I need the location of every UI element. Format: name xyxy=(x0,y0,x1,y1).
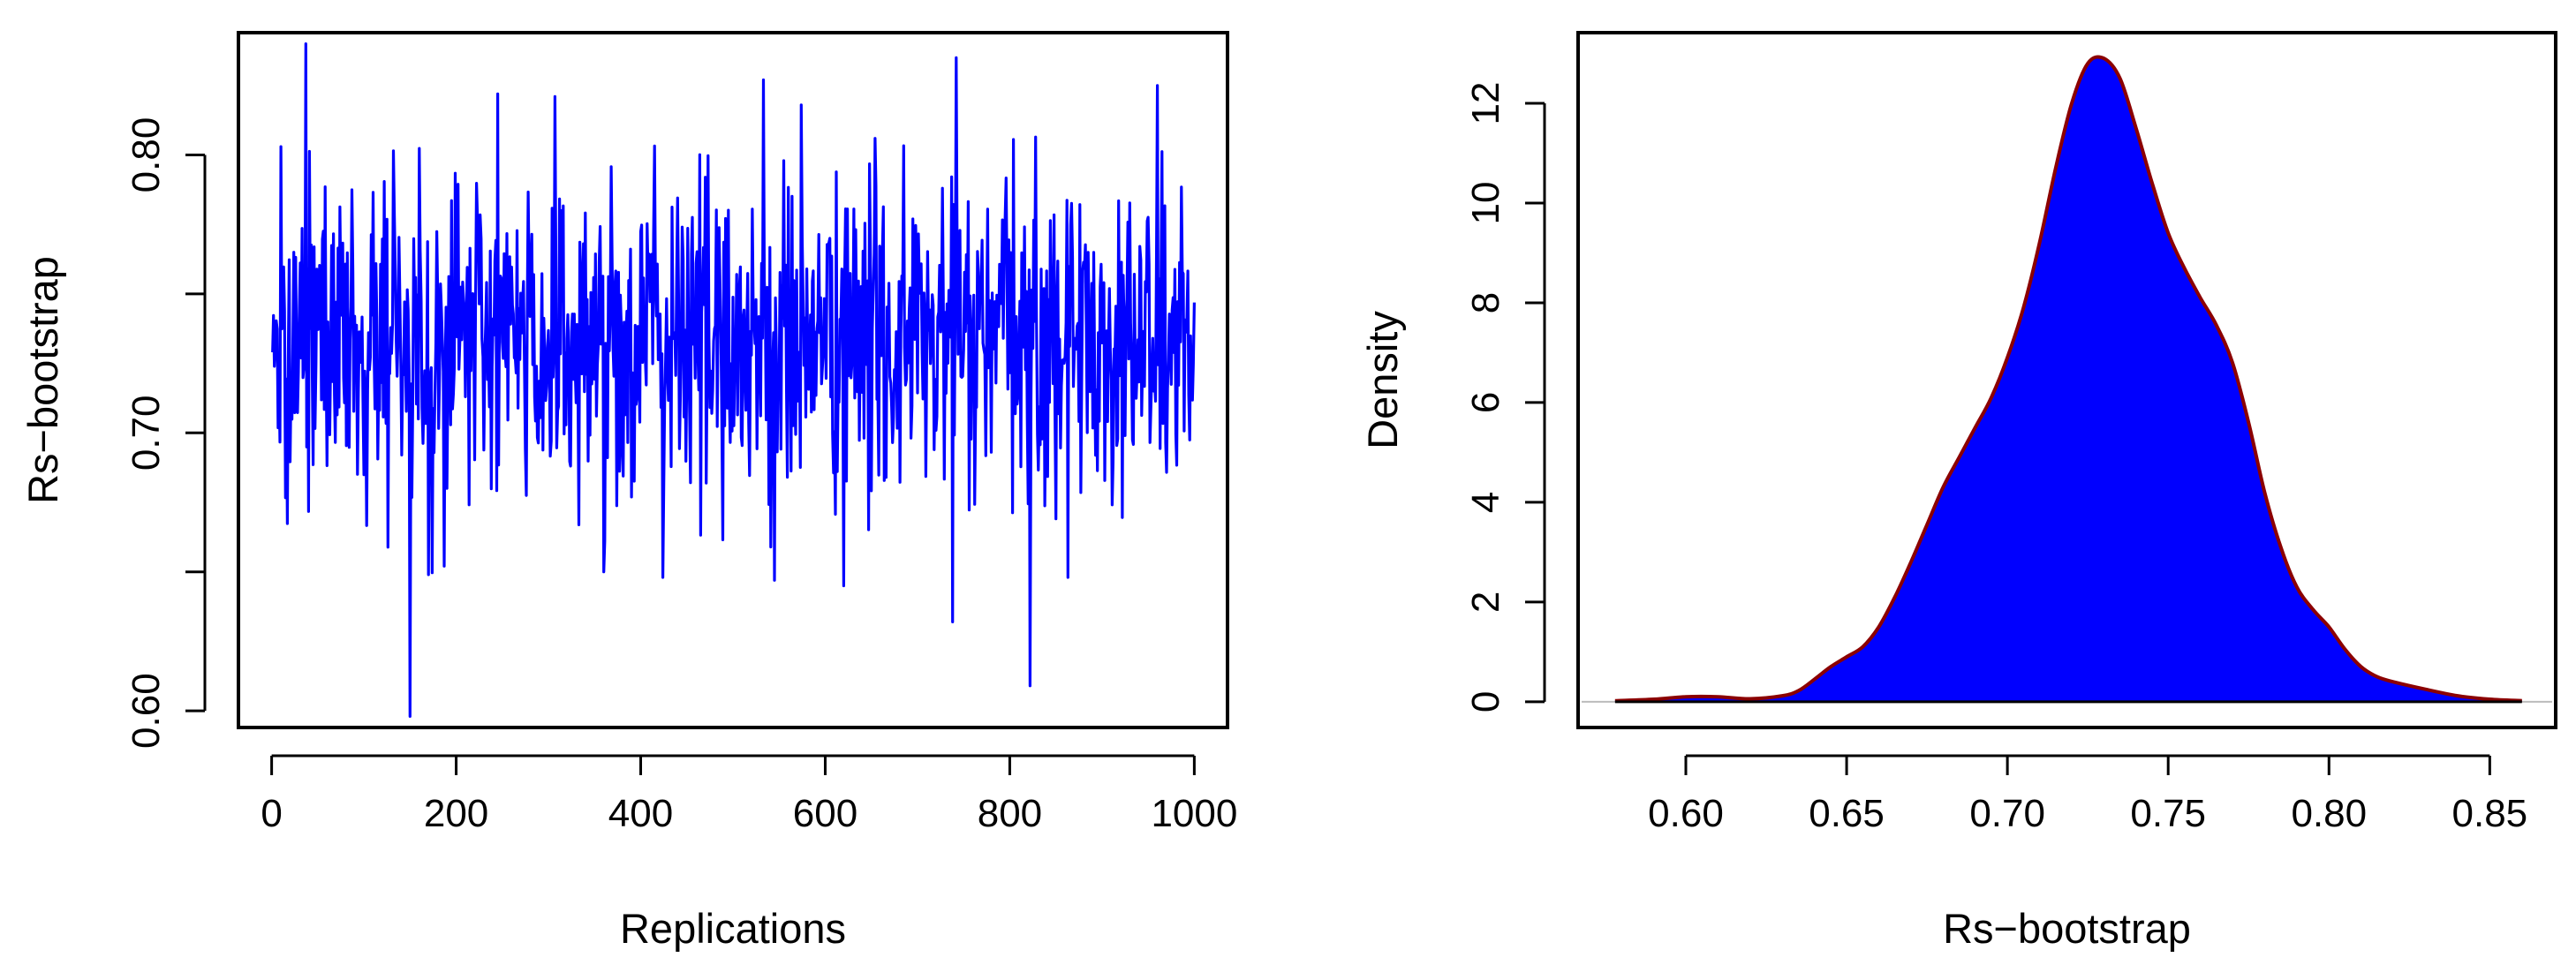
density-plot-x-tick-label: 0.60 xyxy=(1648,792,1724,835)
trace-plot-x-tick-label: 200 xyxy=(424,792,488,835)
trace-plot-x-tick-label: 600 xyxy=(793,792,857,835)
density-plot-y-tick-label: 2 xyxy=(1464,592,1507,613)
trace-plot-x-tick-label: 400 xyxy=(608,792,673,835)
density-plot-y-tick-label: 10 xyxy=(1464,181,1507,224)
trace-series-line xyxy=(271,42,1196,718)
trace-plot-y-tick-label: 0.60 xyxy=(125,673,168,749)
density-plot-panel: 0.60 0.65 0.70 0.75 0.80 0.85 0 2 4 6 8 10 12 Rs−bo… xyxy=(1359,31,2557,952)
density-plot-x-axis-label: Rs−bootstrap xyxy=(1943,905,2191,952)
density-plot-frame xyxy=(1576,31,2557,729)
trace-plot-line-layer xyxy=(271,42,1196,718)
trace-plot-y-tick-label: 0.80 xyxy=(125,117,168,193)
trace-plot-x-tick-label: 0 xyxy=(261,792,282,835)
density-plot-y-tick-label: 0 xyxy=(1464,691,1507,712)
trace-plot-x-tick-label: 1000 xyxy=(1151,792,1237,835)
density-plot-y-tick-label: 4 xyxy=(1464,492,1507,513)
trace-plot-y-tick-label: 0.70 xyxy=(125,395,168,471)
density-plot-y-tick-label: 12 xyxy=(1464,82,1507,125)
density-area-fill xyxy=(1614,57,2522,702)
trace-plot-y-ticks: 0.60 0.70 0.80 xyxy=(125,117,207,749)
density-plot-x-tick-label: 0.70 xyxy=(1969,792,2045,835)
density-plot-y-tick-label: 8 xyxy=(1464,292,1507,313)
trace-plot-x-axis-label: Replications xyxy=(620,905,846,952)
density-plot-x-tick-label: 0.85 xyxy=(2452,792,2528,835)
density-plot-x-tick-label: 0.80 xyxy=(2291,792,2367,835)
trace-plot-panel: 0 200 400 600 800 1000 0.60 0.70 0.80 Replicati… xyxy=(19,31,1237,952)
density-plot-x-tick-label: 0.75 xyxy=(2130,792,2206,835)
density-plot-x-tick-label: 0.65 xyxy=(1809,792,1885,835)
density-plot-area-layer xyxy=(1582,55,2552,704)
density-plot-y-tick-label: 6 xyxy=(1464,392,1507,413)
trace-plot-y-axis-label: Rs−bootstrap xyxy=(19,256,66,504)
density-plot-y-axis-label: Density xyxy=(1359,311,1406,449)
density-plot-x-ticks: 0.60 0.65 0.70 0.75 0.80 0.85 xyxy=(1648,754,2528,835)
trace-plot-x-tick-label: 800 xyxy=(978,792,1042,835)
trace-plot-frame xyxy=(237,31,1229,729)
density-curve-line xyxy=(1614,55,2522,703)
trace-plot-x-ticks: 0 200 400 600 800 1000 xyxy=(261,754,1237,835)
density-plot-y-ticks: 0 2 4 6 8 10 12 xyxy=(1464,82,1546,712)
